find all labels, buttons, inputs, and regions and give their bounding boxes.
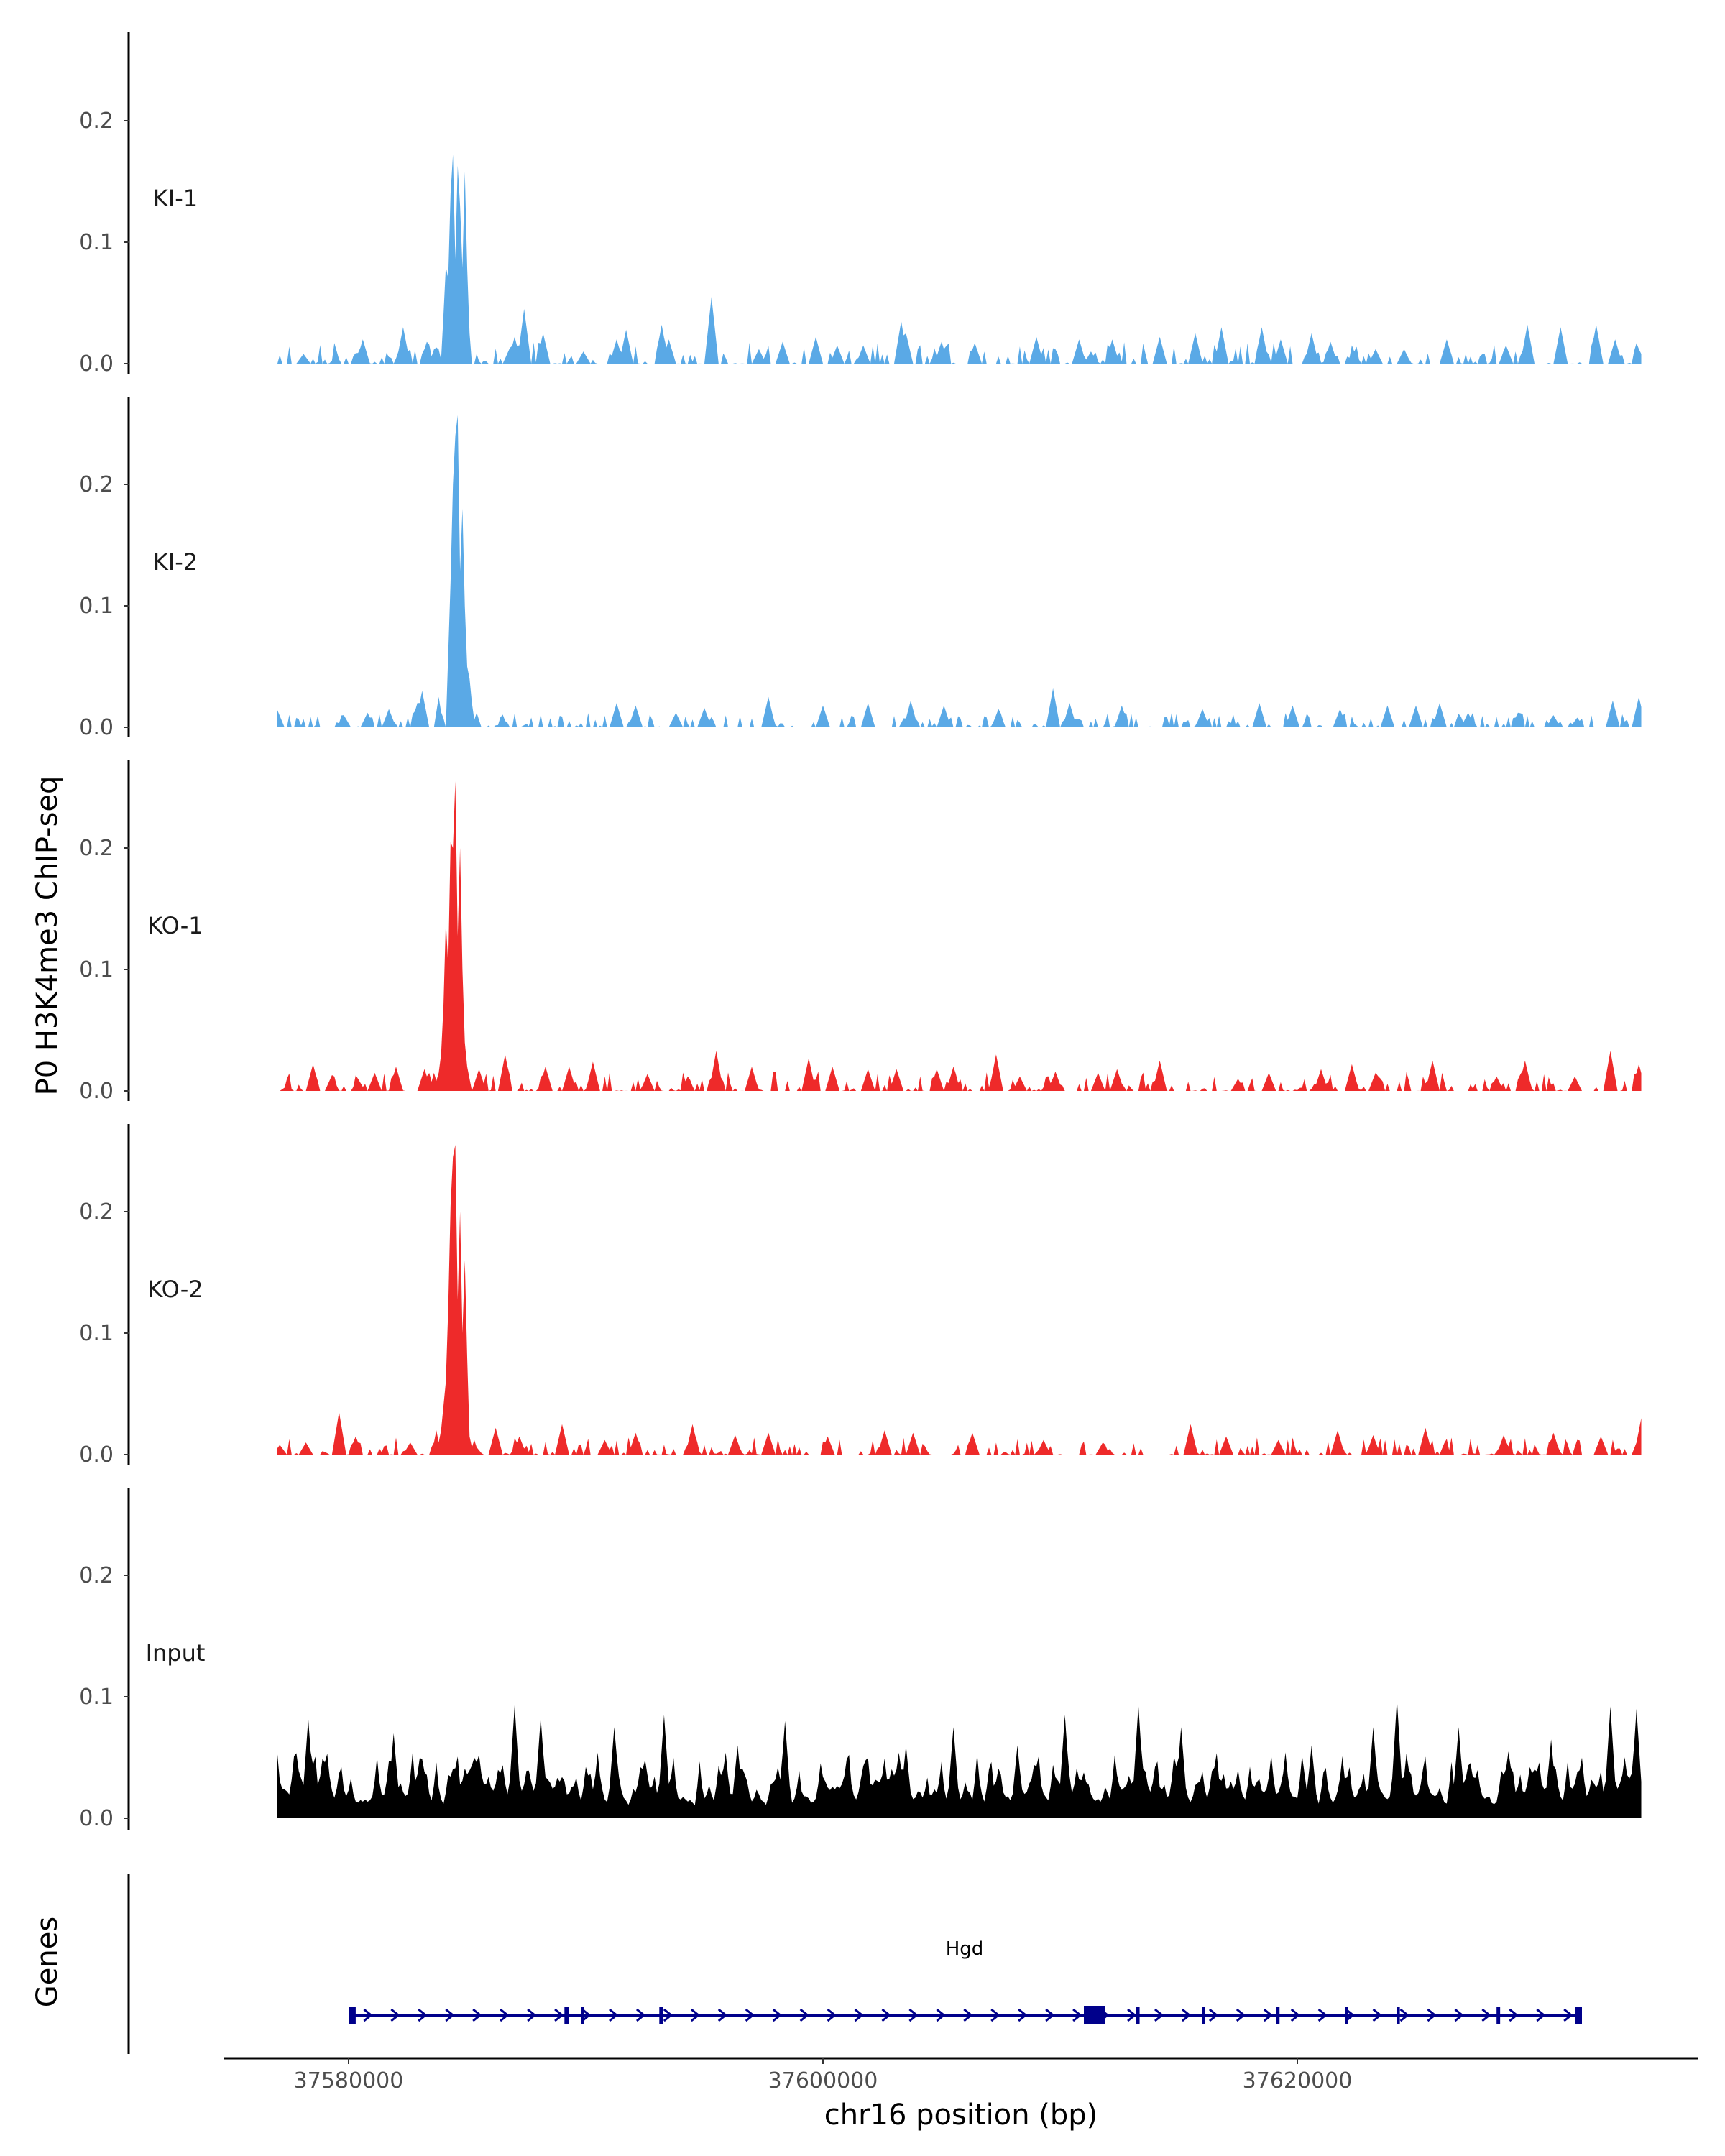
y-tick-label: 0.1 bbox=[79, 1685, 114, 1710]
strand-arrow bbox=[936, 2008, 946, 2022]
strand-arrow bbox=[1263, 2008, 1274, 2022]
strand-arrow bbox=[908, 2008, 919, 2022]
exon bbox=[1136, 2007, 1140, 2024]
strand-arrow bbox=[1317, 2008, 1328, 2022]
y-tick-label: 0.1 bbox=[79, 957, 114, 982]
strand-arrow bbox=[1072, 2008, 1082, 2022]
strand-arrow bbox=[745, 2008, 755, 2022]
track-ki-2: 0.0 0.1 0.2 KI-2 bbox=[79, 397, 1642, 740]
x-tick-label: 37600000 bbox=[768, 2068, 878, 2093]
y-tick-label: 0.1 bbox=[79, 594, 114, 619]
strand-arrow bbox=[1481, 2008, 1491, 2022]
y-tick-label: 0.0 bbox=[79, 715, 114, 740]
exon bbox=[1575, 2007, 1582, 2024]
exon bbox=[564, 2007, 569, 2024]
track-ko-1: 0.0 0.1 0.2 KO-1 bbox=[79, 760, 1642, 1104]
tracks-layer: 0.00.10.2KI-10.00.10.2KI-20.00.10.2KO-10… bbox=[79, 32, 1642, 1831]
x-axis: 37580000 37600000 37620000 bbox=[224, 2057, 1698, 2093]
track-label: KO-2 bbox=[147, 1276, 203, 1303]
x-tick-label: 37620000 bbox=[1243, 2068, 1353, 2093]
genes-axis-title: Genes bbox=[31, 1917, 64, 2007]
strand-arrow bbox=[1154, 2008, 1164, 2022]
y-tick-label: 0.2 bbox=[79, 472, 114, 497]
strand-arrow bbox=[1236, 2008, 1246, 2022]
strand-arrow bbox=[1018, 2008, 1028, 2022]
strand-arrow bbox=[1509, 2008, 1519, 2022]
y-tick-label: 0.0 bbox=[79, 1079, 114, 1104]
track-label: KI-1 bbox=[153, 185, 198, 212]
track-input: 0.0 0.1 0.2 Input bbox=[79, 1488, 1642, 1831]
strand-arrow bbox=[554, 2008, 564, 2022]
strand-arrow bbox=[1127, 2008, 1137, 2022]
y-tick-label: 0.2 bbox=[79, 109, 114, 134]
track-label: Input bbox=[146, 1639, 206, 1667]
exon bbox=[1202, 2007, 1205, 2024]
exon bbox=[659, 2007, 663, 2024]
strand-arrow bbox=[635, 2008, 646, 2022]
strand-arrow bbox=[827, 2008, 837, 2022]
strand-arrow bbox=[1427, 2008, 1437, 2022]
strand-arrow bbox=[1536, 2008, 1546, 2022]
strand-arrow bbox=[527, 2008, 537, 2022]
gene-name: Hgd bbox=[946, 1938, 984, 1960]
track-ko-2: 0.0 0.1 0.2 KO-2 bbox=[79, 1124, 1642, 1468]
strand-arrow bbox=[609, 2008, 619, 2022]
gene-track: Hgd bbox=[127, 1874, 1582, 2054]
strand-arrow bbox=[854, 2008, 864, 2022]
strand-arrow bbox=[1290, 2008, 1301, 2022]
strand-arrow bbox=[1399, 2008, 1409, 2022]
strand-arrow bbox=[472, 2008, 482, 2022]
exon bbox=[1345, 2007, 1348, 2024]
strand-arrow bbox=[581, 2008, 592, 2022]
track-label: KI-2 bbox=[153, 548, 198, 576]
strand-arrow bbox=[1563, 2008, 1573, 2022]
strand-arrow bbox=[418, 2008, 428, 2022]
strand-arrow bbox=[1454, 2008, 1464, 2022]
y-axis-title: P0 H3K4me3 ChIP-seq bbox=[31, 776, 64, 1096]
strand-arrow bbox=[881, 2008, 891, 2022]
strand-arrow bbox=[1208, 2008, 1219, 2022]
y-tick-label: 0.1 bbox=[79, 230, 114, 255]
strand-arrow bbox=[1045, 2008, 1055, 2022]
strand-arrow bbox=[799, 2008, 810, 2022]
strand-arrow bbox=[390, 2008, 400, 2022]
strand-arrow bbox=[990, 2008, 1000, 2022]
exon bbox=[581, 2007, 584, 2024]
y-tick-label: 0.0 bbox=[79, 1806, 114, 1831]
track-label: KO-1 bbox=[147, 912, 203, 939]
strand-arrow bbox=[1181, 2008, 1192, 2022]
strand-arrow bbox=[363, 2008, 373, 2022]
y-tick-label: 0.1 bbox=[79, 1321, 114, 1346]
y-tick-label: 0.2 bbox=[79, 1563, 114, 1588]
strand-arrow bbox=[963, 2008, 973, 2022]
exon bbox=[1276, 2007, 1280, 2024]
track-ki-1: 0.0 0.1 0.2 KI-1 bbox=[79, 32, 1642, 377]
coverage-area bbox=[277, 1699, 1642, 1818]
strand-arrow bbox=[1372, 2008, 1382, 2022]
x-axis-title: chr16 position (bp) bbox=[824, 2099, 1098, 2132]
exon bbox=[349, 2007, 356, 2024]
strand-arrow bbox=[717, 2008, 728, 2022]
strand-arrow bbox=[772, 2008, 783, 2022]
y-tick-label: 0.2 bbox=[79, 836, 114, 861]
exon bbox=[1397, 2007, 1400, 2024]
exon bbox=[1084, 2006, 1105, 2024]
strand-arrow bbox=[500, 2008, 510, 2022]
strand-arrow bbox=[663, 2008, 673, 2022]
strand-arrow bbox=[1345, 2008, 1356, 2022]
strand-arrow bbox=[690, 2008, 701, 2022]
y-tick-label: 0.2 bbox=[79, 1199, 114, 1225]
x-tick-label: 37580000 bbox=[294, 2068, 404, 2093]
y-tick-label: 0.0 bbox=[79, 351, 114, 377]
y-tick-label: 0.0 bbox=[79, 1442, 114, 1468]
exon bbox=[1496, 2007, 1501, 2024]
strand-arrow bbox=[445, 2008, 455, 2022]
